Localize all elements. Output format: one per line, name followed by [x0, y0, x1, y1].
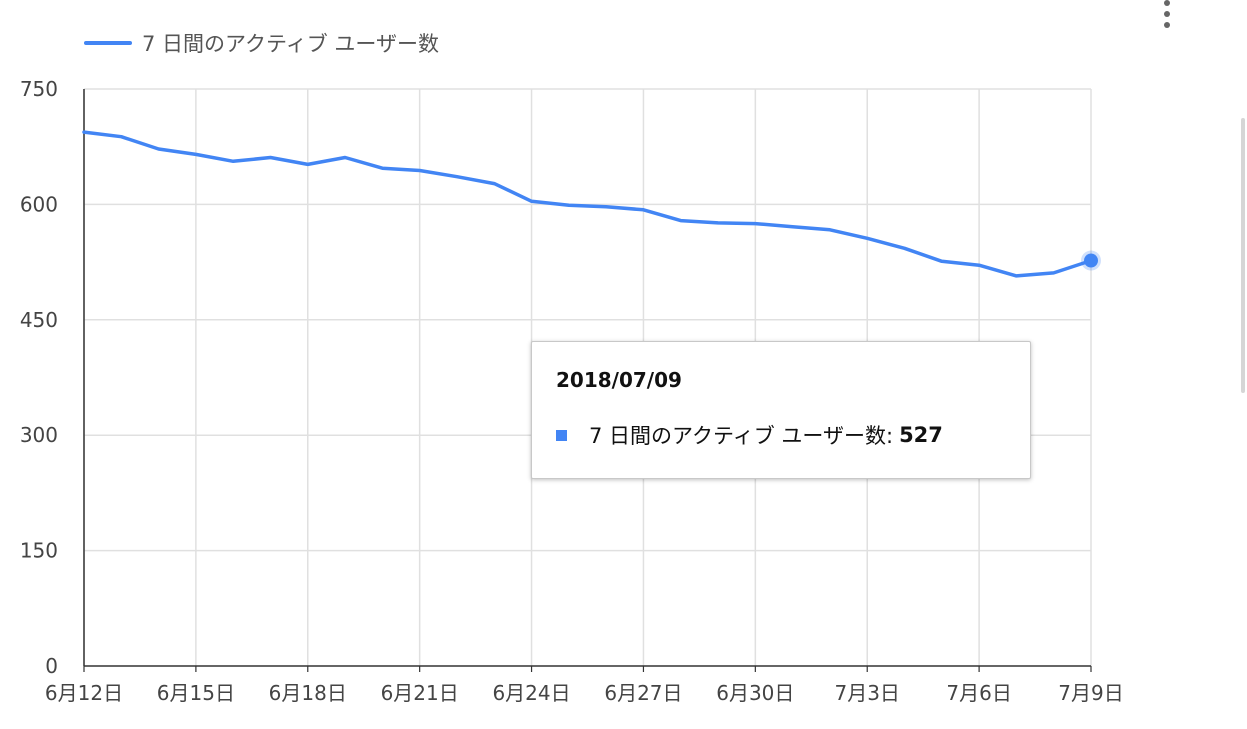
x-tick-label: 6月30日	[716, 681, 794, 705]
y-tick-label: 300	[20, 423, 58, 447]
tooltip-series-swatch	[556, 429, 567, 441]
tooltip-series-label: 7 日間のアクティブ ユーザー数:	[589, 424, 894, 448]
tooltip-row: 7 日間のアクティブ ユーザー数: 527	[556, 420, 1006, 450]
y-axis-tick-labels: 0 150 300 450 600 750	[20, 77, 58, 678]
legend-label: 7 日間のアクティブ ユーザー数	[142, 32, 439, 56]
series-layer	[82, 130, 1101, 278]
menu-dot	[1164, 0, 1170, 6]
tooltip-date: 2018/07/09	[556, 368, 682, 392]
tooltip-value: 527	[899, 423, 943, 447]
y-tick-label: 750	[20, 77, 58, 101]
x-axis-tick-labels: 6月12日 6月15日 6月18日 6月21日 6月24日 6月27日 6月30日 7月3日 7…	[45, 681, 1124, 705]
y-tick-label: 150	[20, 539, 58, 563]
y-tick-label: 600	[20, 192, 58, 216]
x-tick-label: 7月6日	[946, 681, 1011, 705]
x-tick-label: 7月3日	[834, 681, 899, 705]
x-tick-label: 6月27日	[604, 681, 682, 705]
chart-legend[interactable]: 7 日間のアクティブ ユーザー数	[84, 28, 439, 58]
y-tick-label: 0	[45, 654, 58, 678]
x-tick-label: 6月18日	[269, 681, 347, 705]
series-line[interactable]	[82, 130, 1093, 278]
x-tick-label: 6月24日	[492, 681, 570, 705]
axes	[83, 89, 1092, 672]
x-tick-label: 6月15日	[157, 681, 235, 705]
data-tooltip: 2018/07/09 7 日間のアクティブ ユーザー数: 527	[531, 341, 1031, 479]
highlight-point[interactable]	[1084, 253, 1098, 268]
x-tick-label: 7月9日	[1058, 681, 1123, 705]
x-tick-label: 6月21日	[381, 681, 459, 705]
y-tick-label: 450	[20, 308, 58, 332]
menu-dot	[1164, 11, 1170, 17]
more-vert-icon[interactable]	[1156, 0, 1178, 32]
x-tick-label: 6月12日	[45, 681, 123, 705]
legend-line-swatch	[84, 41, 132, 45]
menu-dot	[1164, 22, 1170, 28]
scrollbar-thumb[interactable]	[1241, 118, 1245, 393]
